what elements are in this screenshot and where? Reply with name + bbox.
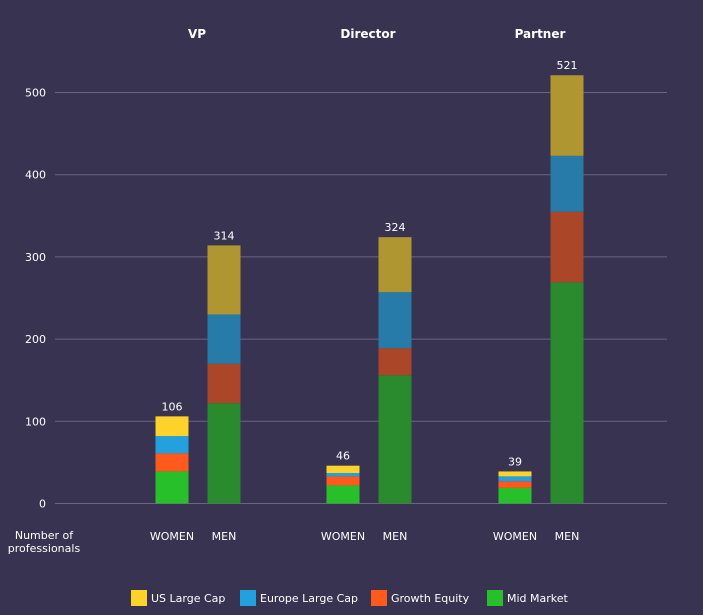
bar-segment (326, 476, 360, 486)
bar-segment (498, 481, 532, 488)
legend-label: Mid Market (507, 592, 569, 605)
y-tick-label: 0 (39, 498, 46, 511)
y-tick-label: 400 (25, 169, 46, 182)
bar-segment (550, 211, 584, 283)
legend-label: Europe Large Cap (260, 592, 358, 605)
bar-segment (326, 473, 360, 477)
bar-segment (378, 375, 412, 504)
bar-segment (550, 75, 584, 156)
x-tick-label: MEN (555, 530, 580, 543)
bar-segment (498, 476, 532, 482)
bar-total-label: 324 (385, 221, 406, 234)
bar-total-label: 521 (557, 59, 578, 72)
bar-segment (378, 292, 412, 349)
bar-segment (207, 314, 241, 364)
bar-segment (498, 471, 532, 477)
bar-segment (378, 237, 412, 293)
legend-swatch (371, 590, 387, 606)
bar-segment (326, 485, 360, 504)
group-title: VP (188, 27, 206, 41)
bar-segment (498, 487, 532, 504)
bar-segment (550, 155, 584, 212)
bar-segment (155, 453, 189, 472)
bar-segment (550, 282, 584, 504)
x-tick-label: WOMEN (321, 530, 365, 543)
y-axis-label: Number of professionals (8, 529, 81, 555)
y-tick-label: 500 (25, 87, 46, 100)
legend-label: Growth Equity (391, 592, 470, 605)
x-tick-label: MEN (212, 530, 237, 543)
y-tick-label: 300 (25, 251, 46, 264)
bar-segment (207, 403, 241, 504)
x-tick-label: WOMEN (493, 530, 537, 543)
legend-swatch (131, 590, 147, 606)
group-title: Partner (515, 27, 566, 41)
bar-segment (378, 348, 412, 376)
bar-total-label: 46 (336, 450, 350, 463)
bar-total-label: 39 (508, 455, 522, 468)
legend-label: US Large Cap (151, 592, 225, 605)
bar-segment (207, 245, 241, 315)
bar-segment (326, 465, 360, 474)
legend-swatch (240, 590, 256, 606)
y-tick-label: 100 (25, 415, 46, 428)
group-title: Director (340, 27, 395, 41)
bar-segment (155, 471, 189, 504)
y-tick-label: 200 (25, 333, 46, 346)
bar-total-label: 314 (214, 229, 235, 242)
x-tick-label: MEN (383, 530, 408, 543)
bar-total-label: 106 (162, 400, 183, 413)
x-tick-label: WOMEN (150, 530, 194, 543)
bar-segment (207, 363, 241, 404)
bar-segment (155, 416, 189, 437)
legend-swatch (487, 590, 503, 606)
bar-segment (155, 436, 189, 454)
